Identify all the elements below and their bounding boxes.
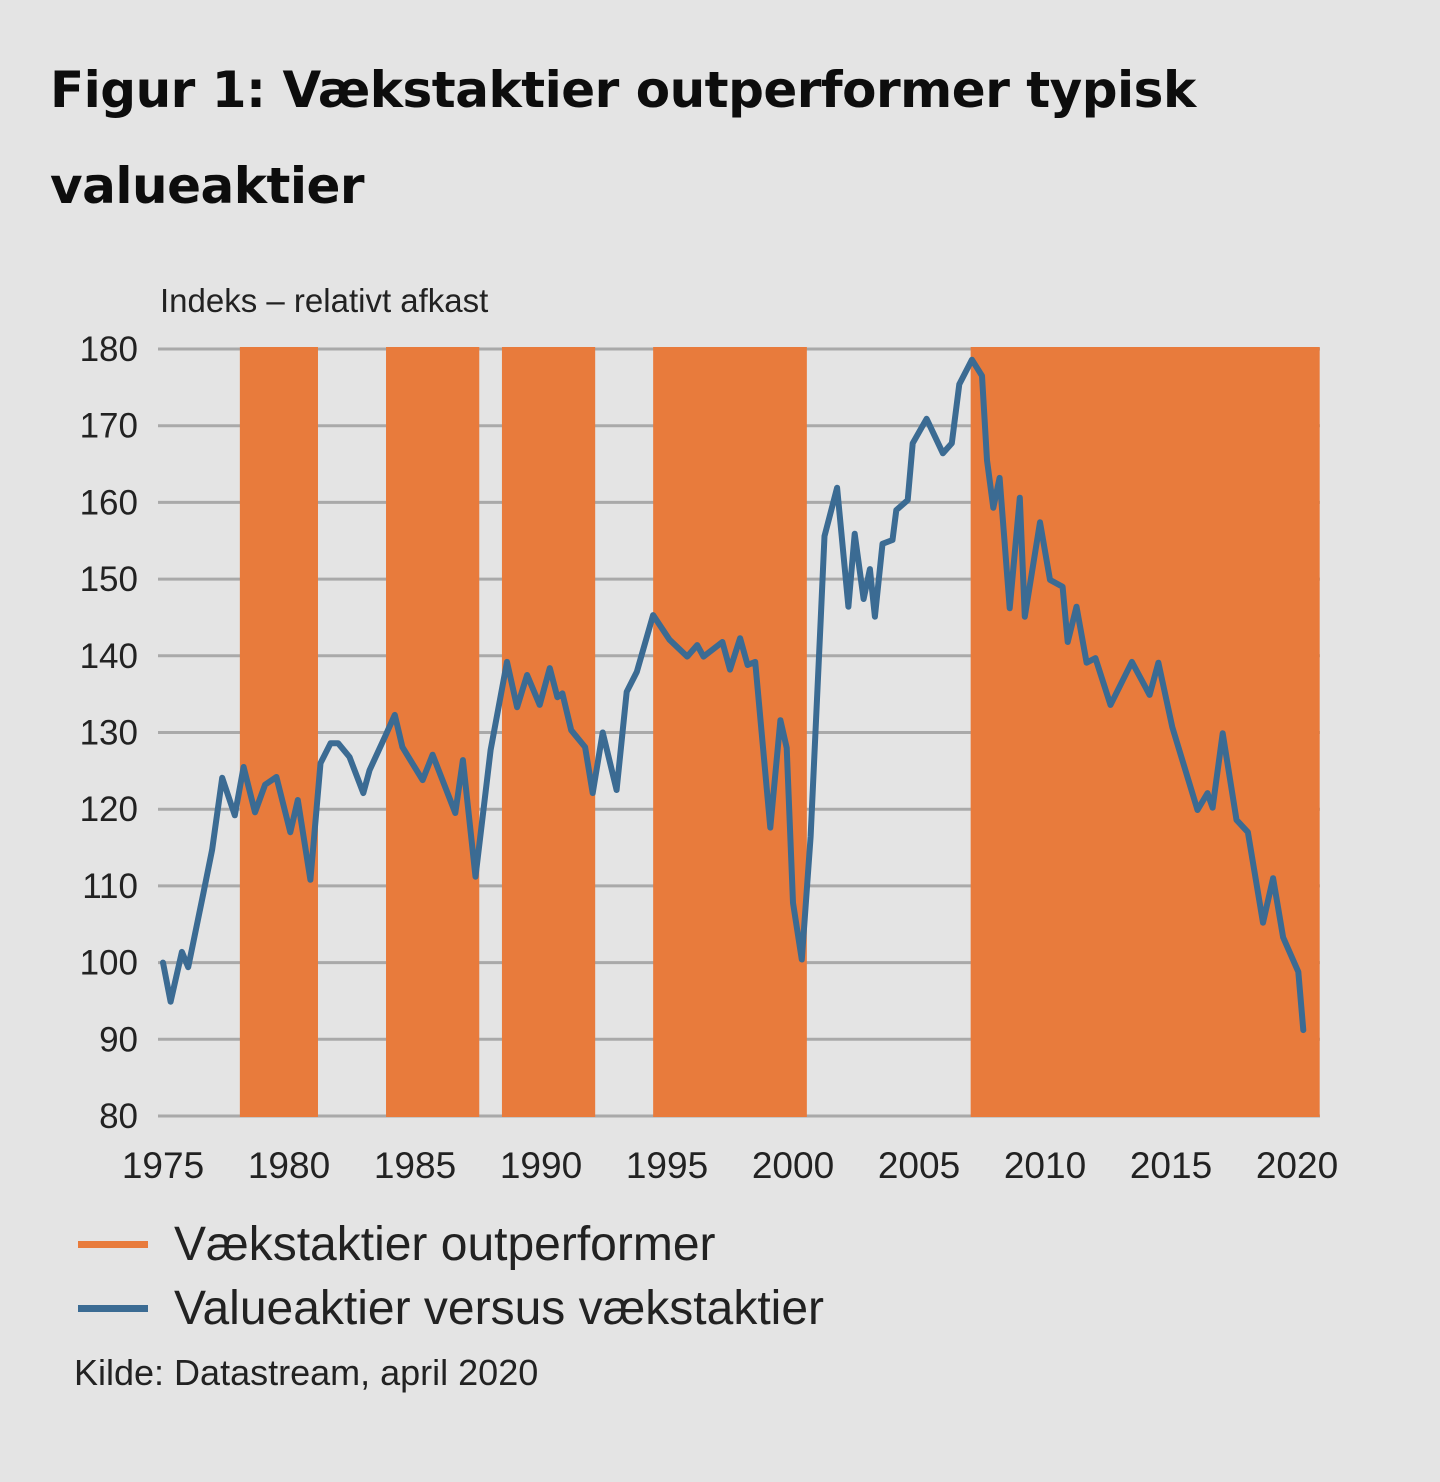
y-tick-labels: 80 90 100 110 120 130 140 150 160 170 180 (80, 330, 138, 1136)
legend-swatch-blue (78, 1304, 148, 1312)
y-tick-label: 150 (80, 560, 138, 599)
x-tick-label: 1995 (626, 1145, 708, 1186)
y-tick-label: 130 (80, 714, 138, 753)
legend-item-growth-outperform: Vækstaktier outperformer (78, 1212, 824, 1276)
y-axis-label: Indeks – relativt afkast (160, 282, 489, 319)
y-tick-label: 110 (82, 867, 138, 906)
legend-label: Vækstaktier outperformer (174, 1217, 716, 1271)
legend-swatch-orange (78, 1240, 148, 1248)
y-tick-label: 160 (80, 483, 138, 522)
y-tick-label: 100 (80, 944, 138, 983)
y-tick-label: 120 (80, 790, 138, 829)
x-tick-labels: 1975 1980 1985 1990 1995 2000 2005 2010 2015 2020 (122, 1145, 1338, 1186)
y-tick-label: 170 (80, 407, 138, 446)
y-tick-label: 80 (99, 1097, 138, 1136)
x-tick-label: 2010 (1004, 1145, 1086, 1186)
legend-item-value-vs-growth: Valueaktier versus vækstaktier (78, 1276, 824, 1340)
shaded-period-5 (970, 347, 1320, 1117)
y-tick-label: 180 (80, 330, 138, 369)
legend: Vækstaktier outperformer Valueaktier ver… (78, 1212, 824, 1340)
x-tick-label: 2020 (1256, 1145, 1338, 1186)
y-tick-label: 90 (99, 1020, 138, 1059)
shaded-period-3 (501, 347, 596, 1117)
x-tick-label: 2015 (1130, 1145, 1212, 1186)
series-line-group (160, 356, 1307, 1034)
source-note: Kilde: Datastream, april 2020 (74, 1352, 539, 1393)
y-tick-label: 140 (80, 637, 138, 676)
chart-title: Figur 1: Vækstaktier outperformer typisk… (50, 61, 1196, 215)
x-tick-label: 2005 (878, 1145, 960, 1186)
shaded-period-1 (239, 347, 318, 1117)
x-tick-label: 1985 (374, 1145, 456, 1186)
x-tick-label: 2000 (752, 1145, 834, 1186)
x-tick-label: 1980 (248, 1145, 330, 1186)
shaded-periods (239, 347, 1320, 1117)
legend-label: Valueaktier versus vækstaktier (174, 1281, 825, 1335)
x-tick-label: 1975 (122, 1145, 204, 1186)
x-tick-label: 1990 (500, 1145, 582, 1186)
series-line-value-vs-growth (160, 356, 1307, 1034)
